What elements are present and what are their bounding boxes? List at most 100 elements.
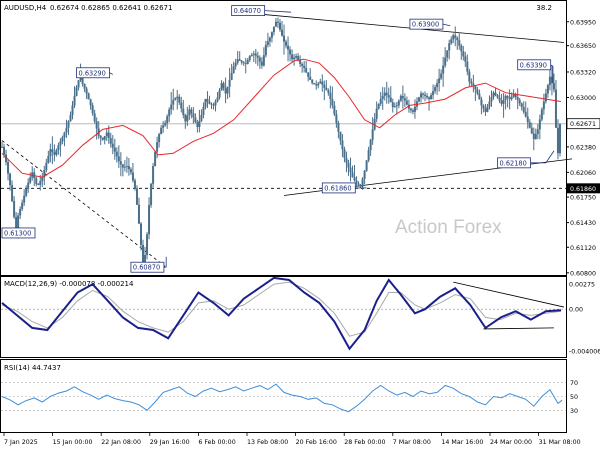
price-annotations: 0.64070 0.63900 0.63290 0.63390 0.61300 0.608… [1,5,555,273]
price-candle-body [462,51,465,57]
price-candle-body [367,150,370,161]
price-candle-body [327,90,330,93]
price-candle-body [536,129,539,135]
price-candle-body [474,85,477,90]
price-candle-body [232,66,235,74]
price-tick-label: 0.63950 [570,19,596,26]
price-candle-body [274,21,277,27]
price-candle-body [266,41,269,45]
price-candle-body [208,101,211,104]
price-candle-body [395,105,398,107]
price-candle-body [178,96,181,103]
price-candle-body [472,83,475,86]
price-candle-body [184,115,187,122]
price-candle-body [468,71,471,82]
price-candle-body [494,92,497,96]
price-candle-body [480,99,483,106]
price-candle-body [281,29,283,36]
price-candle-body [73,95,76,106]
price-candle-body [53,152,56,155]
price-candle-body [399,95,402,101]
price-candle-body [466,61,469,72]
price-candle-body [246,60,249,65]
macd-y-axis: 0.00275 0.00 -0.004006 [569,282,600,356]
price-candle-body [422,93,425,95]
macd-support-line [483,327,554,330]
price-candle-body [99,135,102,138]
time-x-axis: 7 Jan 2025 15 Jan 00:00 22 Jan 08:00 29 Jan… [3,433,581,446]
price-candle-body [456,37,459,41]
price-candle-body [222,83,225,89]
price-candle-body [490,97,493,102]
price-candle-body [389,97,392,103]
price-candle-body [256,55,259,58]
price-candle-body [254,53,257,56]
price-candle-body [174,98,177,100]
price-candle-body [113,147,116,152]
price-candle-body [29,177,32,183]
price-candle-body [117,156,120,162]
price-tick-label: 0.63320 [570,69,596,76]
rsi-y-axis: 70 50 30 [570,380,578,415]
price-candle-body [89,99,92,106]
macd-tick-label: -0.004006 [569,348,600,355]
price-candle-body [228,79,231,87]
price-candle-body [166,116,169,123]
price-candle-body [391,102,394,108]
price-candle-body [81,74,84,84]
price-candle-body [297,56,300,61]
price-candle-body [464,56,467,62]
price-candle-body [361,178,364,187]
price-candle-body [407,104,410,109]
annotation-box [76,67,110,79]
price-candle-body [393,106,396,108]
price-candle-body [419,93,422,98]
price-candle-body [323,84,326,88]
price-candle-body [313,83,316,85]
price-candle-body [345,158,348,163]
macd-panel-frame [0,276,567,358]
symbol-label: AUDUSD,H4 [4,4,47,12]
price-candle-body [61,137,64,142]
price-candle-body [417,97,420,102]
x-tick-label: 28 Feb 00:00 [344,439,385,446]
price-candle-body [383,92,386,96]
price-candle-body [59,141,62,146]
price-candle-body [170,104,173,110]
price-candle-body [552,83,555,90]
annotation-label: 0.61300 [4,229,31,237]
price-candle-body [458,40,461,46]
price-candle-body [303,65,306,68]
price-candle-body [91,105,94,114]
price-candle-body [71,105,74,116]
price-candle-body [262,55,265,66]
price-candle-body [542,101,545,110]
price-candle-body [482,105,485,109]
price-candle-body [95,121,98,129]
rsi-title: RSI(14) 44.7437 [4,364,61,372]
price-candle-body [43,169,46,178]
price-candle-body [186,115,189,122]
macd-tick-label: 0.00 [569,307,583,314]
price-candle-body [7,162,10,174]
price-candle-body [283,35,286,42]
price-candle-body [133,180,136,189]
price-candle-body [168,109,171,117]
support-price-box [567,183,600,194]
price-candle-body [426,95,429,98]
price-candle-body [532,133,535,139]
price-candle-body [448,43,451,51]
price-candle-body [506,95,509,98]
price-candle-body [214,101,217,106]
price-candle-body [512,94,515,97]
price-candle-body [526,116,529,123]
price-candle-body [85,88,88,94]
price-candle-body [137,204,140,224]
price-candle-body [37,183,40,185]
price-candle-body [202,107,205,116]
annotation-leader [442,23,451,27]
macd-trendlines [453,281,565,330]
price-candle-body [115,151,118,157]
price-candle-body [424,94,427,96]
price-candle-body [27,182,30,189]
